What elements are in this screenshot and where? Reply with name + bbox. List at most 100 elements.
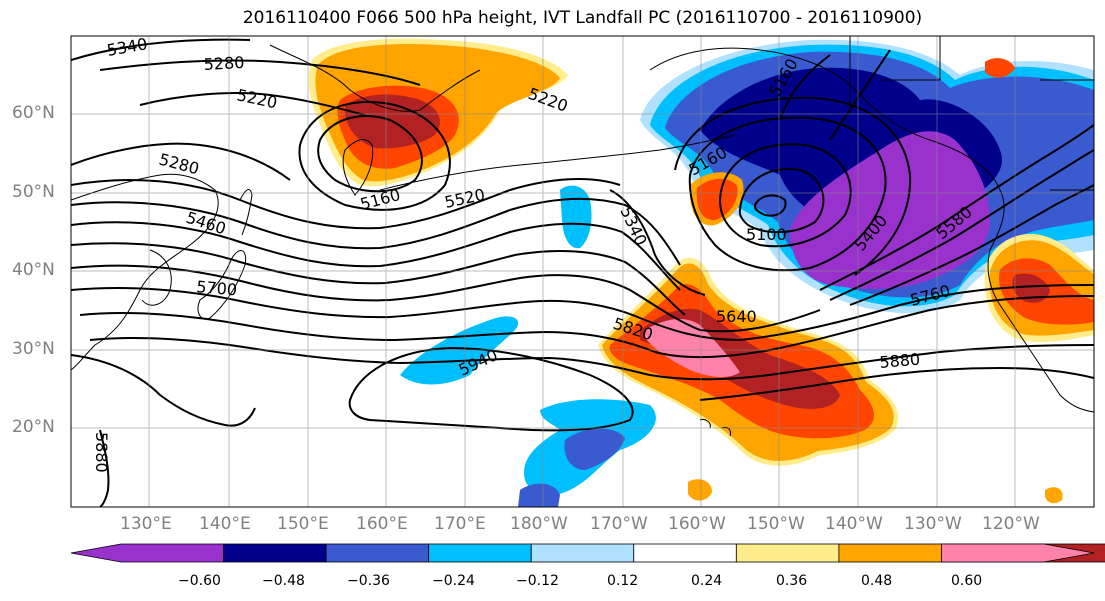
lon-label: 130°W	[904, 514, 962, 534]
ivt-shade-orange-small-southeast	[1045, 487, 1063, 504]
colorbar-swatch	[70, 543, 224, 563]
contour-label: 5220	[526, 84, 571, 116]
contour-flow-4	[71, 242, 686, 316]
colorbar-swatch	[223, 543, 327, 563]
map-content: 5340 5280 5220 5280 5460 5160 5520 5700 …	[71, 34, 1094, 507]
colorbar-tick-label: 0.48	[861, 573, 893, 589]
contour-flow-5	[71, 264, 821, 333]
contour-label: 5340	[616, 204, 650, 249]
colorbar-tick-label: 0.60	[951, 573, 983, 589]
contour-5940-ring	[348, 346, 634, 432]
coast-aleutians	[379, 134, 736, 191]
lon-label: 180°W	[510, 514, 568, 534]
ivt-shade-darkred-california	[1012, 273, 1050, 303]
contour-5760	[79, 295, 1094, 359]
contour-label: 5460	[184, 208, 229, 239]
colorbar-swatch	[428, 543, 532, 563]
contour-5220-north	[139, 92, 366, 116]
coast-asia	[71, 173, 219, 371]
contour-gulf-low-1	[753, 194, 787, 217]
lon-label: 170°W	[590, 514, 648, 534]
contour-5880-southwest	[99, 429, 110, 507]
contour-low-ring2	[298, 101, 451, 211]
lat-label: 60°N	[12, 103, 55, 123]
colorbar-tick-label: 0.12	[607, 573, 639, 589]
colorbar-swatch	[633, 543, 737, 563]
contour-label: 5340	[105, 34, 148, 60]
colorbar-tick-label: −0.24	[432, 573, 475, 589]
contour-5280-north	[99, 59, 421, 86]
colorbar-swatch	[530, 543, 635, 563]
lon-label: 140°W	[825, 514, 883, 534]
contour-east-2	[829, 149, 1094, 301]
contour-5280-south	[71, 142, 291, 181]
ivt-negative-shading	[400, 39, 1094, 507]
contour-trough-1	[779, 49, 891, 141]
colorbar-swatch	[838, 543, 942, 563]
ivt-shade-blue-central-pacific	[564, 428, 625, 470]
lat-label: 50°N	[12, 182, 55, 202]
contour-label: 5640	[716, 307, 757, 326]
colorbar-tick-label: 0.36	[776, 573, 808, 589]
contour-gulf-5220	[674, 96, 912, 276]
colorbar-tick-label: −0.12	[516, 573, 559, 589]
contour-labels: 5340 5280 5220 5280 5460 5160 5520 5700 …	[92, 34, 976, 473]
map-title: 2016110400 F066 500 hPa height, IVT Land…	[242, 8, 923, 28]
contour-gulf-low-2	[738, 168, 825, 234]
gridlines	[71, 36, 1094, 507]
lon-label: 130°E	[120, 514, 172, 534]
contour-label: 5280	[203, 53, 245, 74]
ivt-positive-shading	[308, 38, 1094, 504]
ivt-shade-orange-alaska-coast	[985, 58, 1015, 78]
colorbar-swatch	[325, 543, 430, 563]
coast-canada-grid	[849, 36, 1094, 191]
ivt-shade-pink-ar	[645, 318, 740, 378]
lon-label: 140°E	[199, 514, 251, 534]
contour-5820	[89, 337, 1094, 381]
lat-label: 30°N	[12, 339, 55, 359]
contour-gulf-5340	[609, 189, 706, 296]
contour-label: 5880	[879, 350, 921, 372]
contour-5340-north	[71, 38, 251, 61]
colorbar-tick-label: −0.36	[347, 573, 390, 589]
ivt-shade-purple	[790, 131, 990, 289]
colorbar-tick-label: −0.60	[178, 573, 221, 589]
contour-label: 5700	[196, 277, 238, 299]
contour-flow-1	[71, 178, 621, 230]
contour-flow-2	[71, 198, 681, 266]
contour-5880-west	[71, 354, 256, 427]
lon-label: 150°W	[747, 514, 805, 534]
contour-5880-east	[699, 366, 1094, 401]
lon-label: 160°E	[356, 514, 408, 534]
coast-sakhalin	[239, 189, 253, 236]
map-frame	[70, 35, 1095, 508]
lat-label: 20°N	[12, 417, 55, 437]
lon-label: 170°E	[434, 514, 486, 534]
contour-east-1	[819, 124, 1094, 291]
colorbar	[70, 543, 1105, 563]
contour-gulf-low-3	[718, 143, 852, 248]
coast-kamchatka	[342, 139, 374, 196]
contour-5700	[71, 284, 1094, 342]
contour-east-3	[849, 184, 1094, 306]
contour-label: 5880	[92, 432, 111, 473]
colorbar-swatch	[735, 543, 840, 563]
lat-label: 40°N	[12, 260, 55, 280]
contour-label: 5220	[235, 85, 279, 112]
ivt-shade-red-gulf-alaska	[696, 178, 738, 221]
lon-label: 150°E	[277, 514, 329, 534]
contour-label: 5100	[746, 225, 787, 244]
contour-low-center-ring	[317, 115, 423, 193]
contour-flow-3	[71, 221, 681, 291]
lon-label: 160°W	[668, 514, 726, 534]
ivt-shade-blue-south	[518, 483, 560, 507]
ivt-shade-orange-small-south	[688, 479, 712, 501]
contour-gulf-5160	[688, 116, 887, 272]
lon-label: 120°W	[982, 514, 1040, 534]
colorbar-swatch	[941, 543, 1095, 563]
ivt-shade-cyan-kamchatka	[560, 185, 592, 249]
colorbar-tick-label: −0.48	[262, 573, 305, 589]
colorbar-tick-label: 0.24	[691, 573, 723, 589]
coast-korea	[141, 249, 172, 306]
